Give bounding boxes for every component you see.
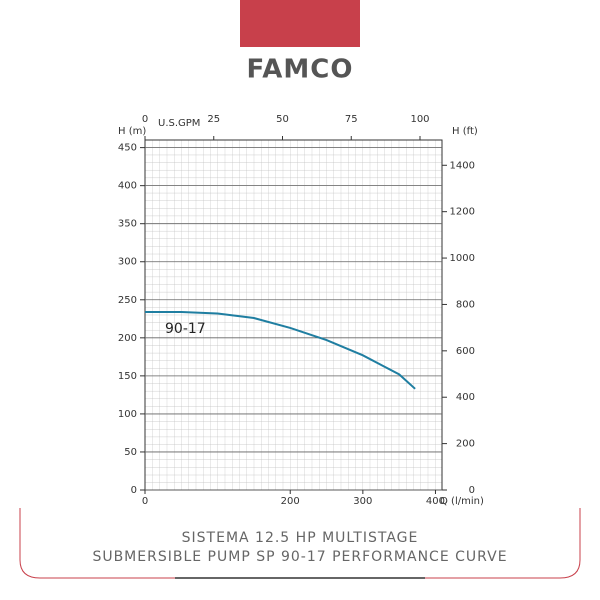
y-tick-label: 200 (118, 333, 137, 344)
caption-line: SUBMERSIBLE PUMP SP 90-17 PERFORMANCE CU… (92, 549, 507, 565)
y2-tick-label: 1200 (450, 207, 475, 218)
y2-axis-label: H (ft) (452, 126, 478, 137)
x-tick-label: 0 (142, 496, 148, 507)
x-tick-label: 400 (426, 496, 445, 507)
y2-tick-label: 800 (456, 299, 475, 310)
y-tick-label: 250 (118, 295, 137, 306)
y-tick-label: 300 (118, 257, 137, 268)
x2-tick-label: 25 (207, 114, 220, 125)
y-tick-label: 450 (118, 143, 137, 154)
y-tick-label: 0 (131, 485, 137, 496)
x2-tick-label: 100 (410, 114, 429, 125)
y2-tick-label: 1000 (450, 253, 475, 264)
x2-axis-label: U.S.GPM (158, 118, 200, 129)
x-axis-label: Q (l/min) (440, 496, 484, 507)
y-tick-label: 150 (118, 371, 137, 382)
brand-band (240, 0, 360, 47)
y-tick-label: 350 (118, 219, 137, 230)
caption-line: SISTEMA 12.5 HP MULTISTAGE (182, 530, 419, 546)
y-axis-label: H (m) (118, 126, 146, 137)
y2-tick-label: 1400 (450, 160, 475, 171)
plot-grid (145, 140, 442, 490)
curve (145, 310, 416, 390)
y2-tick-label: 0 (469, 485, 475, 496)
y-tick-label: 100 (118, 409, 137, 420)
y-tick-label: 50 (124, 447, 137, 458)
x2-tick-label: 50 (276, 114, 289, 125)
x2-tick-label: 75 (345, 114, 358, 125)
y2-tick-label: 200 (456, 439, 475, 450)
curve-label: 90-17 (165, 321, 206, 337)
y-tick-label: 400 (118, 181, 137, 192)
y2-tick-label: 400 (456, 392, 475, 403)
x-tick-label: 200 (281, 496, 300, 507)
x-tick-label: 300 (353, 496, 372, 507)
x2-tick-label: 0 (142, 114, 148, 125)
brand-logo: FAMCO (247, 55, 354, 85)
y2-tick-label: 600 (456, 346, 475, 357)
